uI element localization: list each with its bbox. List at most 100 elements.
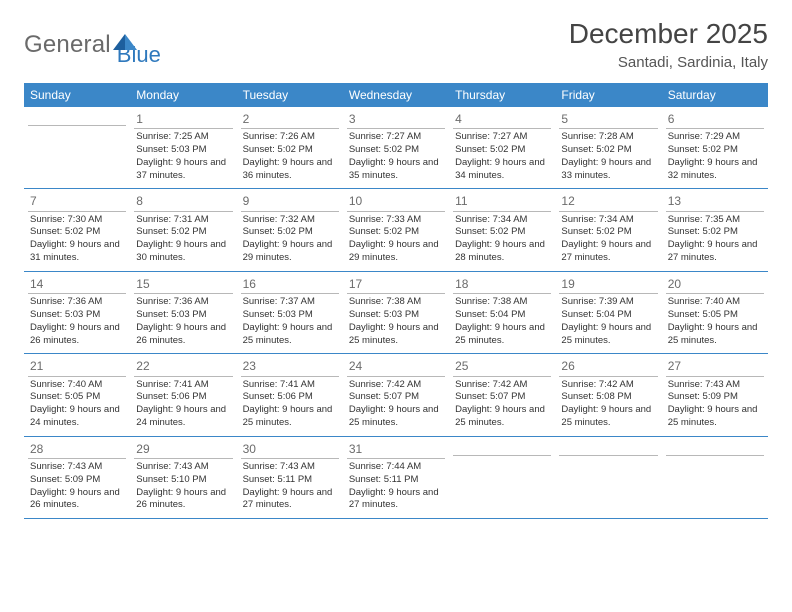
calendar-cell: 14Sunrise: 7:36 AMSunset: 5:03 PMDayligh… <box>24 271 130 353</box>
day-number: 24 <box>347 356 445 376</box>
day-details: Sunrise: 7:34 AMSunset: 5:02 PMDaylight:… <box>453 214 551 265</box>
day-number: 21 <box>28 356 126 376</box>
calendar-cell: 3Sunrise: 7:27 AMSunset: 5:02 PMDaylight… <box>343 107 449 189</box>
weekday-header: Saturday <box>662 83 768 107</box>
day-details: Sunrise: 7:26 AMSunset: 5:02 PMDaylight:… <box>241 131 339 182</box>
day-details: Sunrise: 7:25 AMSunset: 5:03 PMDaylight:… <box>134 131 232 182</box>
day-details: Sunrise: 7:36 AMSunset: 5:03 PMDaylight:… <box>134 296 232 347</box>
day-details: Sunrise: 7:27 AMSunset: 5:02 PMDaylight:… <box>347 131 445 182</box>
calendar-cell <box>662 436 768 518</box>
day-details: Sunrise: 7:38 AMSunset: 5:04 PMDaylight:… <box>453 296 551 347</box>
calendar-cell: 26 Sunrise: 7:42 AMSunset: 5:08 PMDayligh… <box>555 354 661 436</box>
calendar-cell: 4Sunrise: 7:27 AMSunset: 5:02 PMDaylight… <box>449 107 555 189</box>
weekday-header: Tuesday <box>237 83 343 107</box>
day-details: Sunrise: 7:43 AMSunset: 5:09 PMDaylight:… <box>28 461 126 512</box>
calendar-week-row: 14Sunrise: 7:36 AMSunset: 5:03 PMDayligh… <box>24 271 768 353</box>
day-number: 26 <box>559 356 657 376</box>
day-number: 7 <box>28 191 126 211</box>
calendar-cell: 29Sunrise: 7:43 AMSunset: 5:10 PMDayligh… <box>130 436 236 518</box>
weekday-header: Wednesday <box>343 83 449 107</box>
day-details: Sunrise: 7:27 AMSunset: 5:02 PMDaylight:… <box>453 131 551 182</box>
calendar-cell: 27 Sunrise: 7:43 AMSunset: 5:09 PMDayligh… <box>662 354 768 436</box>
calendar-cell: 16Sunrise: 7:37 AMSunset: 5:03 PMDayligh… <box>237 271 343 353</box>
calendar-cell: 28Sunrise: 7:43 AMSunset: 5:09 PMDayligh… <box>24 436 130 518</box>
logo-text-general: General <box>24 31 111 59</box>
day-details: Sunrise: 7:43 AMSunset: 5:11 PMDaylight:… <box>241 461 339 512</box>
calendar-cell: 17Sunrise: 7:38 AMSunset: 5:03 PMDayligh… <box>343 271 449 353</box>
day-number: 6 <box>666 109 764 129</box>
day-details: Sunrise: 7:40 AMSunset: 5:05 PMDaylight:… <box>28 379 126 430</box>
calendar-week-row: 28Sunrise: 7:43 AMSunset: 5:09 PMDayligh… <box>24 436 768 518</box>
day-number: 18 <box>453 274 551 294</box>
day-number: 19 <box>559 274 657 294</box>
calendar-cell: 1Sunrise: 7:25 AMSunset: 5:03 PMDaylight… <box>130 107 236 189</box>
day-number: 11 <box>453 191 551 211</box>
calendar-cell: 23 Sunrise: 7:41 AMSunset: 5:06 PMDayligh… <box>237 354 343 436</box>
calendar-cell: 20Sunrise: 7:40 AMSunset: 5:05 PMDayligh… <box>662 271 768 353</box>
day-details: Sunrise: 7:42 AMSunset: 5:07 PMDaylight:… <box>453 379 551 430</box>
weekday-header-row: Sunday Monday Tuesday Wednesday Thursday… <box>24 83 768 107</box>
calendar-cell: 5Sunrise: 7:28 AMSunset: 5:02 PMDaylight… <box>555 107 661 189</box>
day-details: Sunrise: 7:38 AMSunset: 5:03 PMDaylight:… <box>347 296 445 347</box>
calendar-cell: 9 Sunrise: 7:32 AMSunset: 5:02 PMDaylight… <box>237 189 343 271</box>
day-number: 30 <box>241 439 339 459</box>
month-title: December 2025 <box>569 18 768 50</box>
day-number: 20 <box>666 274 764 294</box>
day-number: 14 <box>28 274 126 294</box>
location: Santadi, Sardinia, Italy <box>569 54 768 71</box>
day-details: Sunrise: 7:30 AMSunset: 5:02 PMDaylight:… <box>28 214 126 265</box>
day-number: 4 <box>453 109 551 129</box>
empty-day <box>559 439 657 456</box>
day-details: Sunrise: 7:40 AMSunset: 5:05 PMDaylight:… <box>666 296 764 347</box>
day-number: 27 <box>666 356 764 376</box>
day-details: Sunrise: 7:35 AMSunset: 5:02 PMDaylight:… <box>666 214 764 265</box>
day-details: Sunrise: 7:39 AMSunset: 5:04 PMDaylight:… <box>559 296 657 347</box>
day-number: 29 <box>134 439 232 459</box>
calendar-week-row: 7 Sunrise: 7:30 AMSunset: 5:02 PMDaylight… <box>24 189 768 271</box>
calendar-cell <box>449 436 555 518</box>
day-details: Sunrise: 7:28 AMSunset: 5:02 PMDaylight:… <box>559 131 657 182</box>
calendar-cell: 8Sunrise: 7:31 AMSunset: 5:02 PMDaylight… <box>130 189 236 271</box>
calendar-cell: 10Sunrise: 7:33 AMSunset: 5:02 PMDayligh… <box>343 189 449 271</box>
day-details: Sunrise: 7:42 AMSunset: 5:08 PMDaylight:… <box>559 379 657 430</box>
day-number: 22 <box>134 356 232 376</box>
calendar-cell: 18Sunrise: 7:38 AMSunset: 5:04 PMDayligh… <box>449 271 555 353</box>
day-details: Sunrise: 7:34 AMSunset: 5:02 PMDaylight:… <box>559 214 657 265</box>
logo: General Blue <box>24 22 161 68</box>
calendar-cell: 21 Sunrise: 7:40 AMSunset: 5:05 PMDayligh… <box>24 354 130 436</box>
day-details: Sunrise: 7:32 AMSunset: 5:02 PMDaylight:… <box>241 214 339 265</box>
day-details: Sunrise: 7:33 AMSunset: 5:02 PMDaylight:… <box>347 214 445 265</box>
day-number: 13 <box>666 191 764 211</box>
day-details: Sunrise: 7:29 AMSunset: 5:02 PMDaylight:… <box>666 131 764 182</box>
empty-day <box>666 439 764 456</box>
day-number: 12 <box>559 191 657 211</box>
calendar-cell: 13 Sunrise: 7:35 AMSunset: 5:02 PMDayligh… <box>662 189 768 271</box>
day-number: 15 <box>134 274 232 294</box>
day-details: Sunrise: 7:41 AMSunset: 5:06 PMDaylight:… <box>241 379 339 430</box>
day-number: 9 <box>241 191 339 211</box>
day-number: 28 <box>28 439 126 459</box>
logo-triangle-icon <box>111 30 139 52</box>
day-number: 1 <box>134 109 232 129</box>
calendar-cell: 31Sunrise: 7:44 AMSunset: 5:11 PMDayligh… <box>343 436 449 518</box>
day-details: Sunrise: 7:36 AMSunset: 5:03 PMDaylight:… <box>28 296 126 347</box>
calendar-cell: 6Sunrise: 7:29 AMSunset: 5:02 PMDaylight… <box>662 107 768 189</box>
empty-day <box>453 439 551 456</box>
calendar-cell <box>24 107 130 189</box>
calendar-cell: 7 Sunrise: 7:30 AMSunset: 5:02 PMDaylight… <box>24 189 130 271</box>
calendar-cell: 11 Sunrise: 7:34 AMSunset: 5:02 PMDayligh… <box>449 189 555 271</box>
weekday-header: Thursday <box>449 83 555 107</box>
day-number: 23 <box>241 356 339 376</box>
calendar-cell: 24 Sunrise: 7:42 AMSunset: 5:07 PMDayligh… <box>343 354 449 436</box>
calendar-cell: 22Sunrise: 7:41 AMSunset: 5:06 PMDayligh… <box>130 354 236 436</box>
day-details: Sunrise: 7:37 AMSunset: 5:03 PMDaylight:… <box>241 296 339 347</box>
day-number: 31 <box>347 439 445 459</box>
calendar-cell: 15Sunrise: 7:36 AMSunset: 5:03 PMDayligh… <box>130 271 236 353</box>
calendar-cell <box>555 436 661 518</box>
day-details: Sunrise: 7:43 AMSunset: 5:09 PMDaylight:… <box>666 379 764 430</box>
day-number: 25 <box>453 356 551 376</box>
day-details: Sunrise: 7:42 AMSunset: 5:07 PMDaylight:… <box>347 379 445 430</box>
day-details: Sunrise: 7:31 AMSunset: 5:02 PMDaylight:… <box>134 214 232 265</box>
calendar-week-row: 1Sunrise: 7:25 AMSunset: 5:03 PMDaylight… <box>24 107 768 189</box>
day-number: 5 <box>559 109 657 129</box>
